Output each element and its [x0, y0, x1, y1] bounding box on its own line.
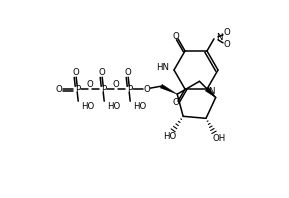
Text: O: O: [113, 80, 120, 89]
Text: HO: HO: [164, 132, 177, 141]
Text: HO: HO: [133, 102, 147, 111]
Text: N: N: [216, 33, 222, 42]
Text: O: O: [173, 32, 179, 41]
Text: O: O: [224, 40, 230, 49]
Polygon shape: [160, 84, 177, 94]
Text: O: O: [73, 68, 79, 77]
Text: P: P: [127, 85, 132, 94]
Text: O: O: [56, 85, 63, 94]
Text: O: O: [99, 68, 105, 77]
Text: OH: OH: [212, 134, 226, 143]
Text: O: O: [87, 80, 94, 89]
Text: HO: HO: [107, 102, 121, 111]
Text: O: O: [125, 68, 131, 77]
Text: HO: HO: [81, 102, 95, 111]
Text: O: O: [144, 85, 151, 94]
Text: P: P: [101, 85, 106, 94]
Text: HN: HN: [157, 63, 170, 71]
Text: N: N: [208, 87, 214, 96]
Polygon shape: [205, 87, 216, 98]
Text: P: P: [75, 85, 80, 94]
Text: O: O: [173, 98, 179, 107]
Text: O: O: [224, 28, 230, 37]
